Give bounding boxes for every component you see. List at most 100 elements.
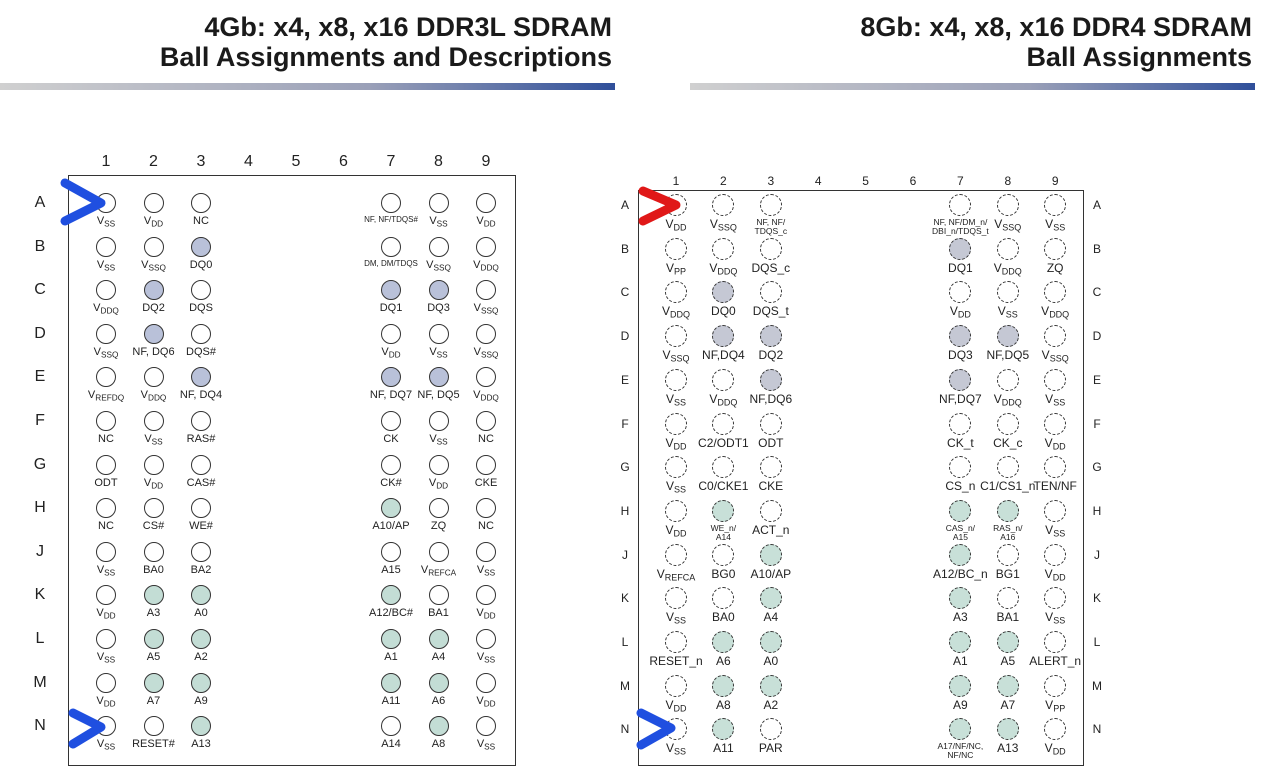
ball bbox=[143, 629, 164, 649]
ball bbox=[665, 543, 687, 566]
ball-label: VSSQ bbox=[473, 302, 499, 316]
column-number: 8 bbox=[1004, 174, 1012, 188]
ball bbox=[381, 498, 401, 519]
ball-label: VDDQ bbox=[661, 304, 690, 321]
ball bbox=[143, 280, 164, 301]
ball bbox=[428, 716, 449, 737]
ball bbox=[949, 194, 972, 216]
ball-label: A6 bbox=[716, 654, 731, 668]
ball-label: DQ2 bbox=[758, 348, 784, 363]
column-number: 4 bbox=[244, 153, 253, 170]
ball bbox=[476, 585, 496, 606]
ball bbox=[949, 718, 972, 741]
row-letter: N bbox=[34, 717, 46, 735]
row-letter: E bbox=[620, 372, 629, 387]
panel-title: 4Gb: x4, x8, x16 DDR3L SDRAM bbox=[204, 12, 612, 42]
column-number: 6 bbox=[339, 153, 348, 170]
row-letter: D bbox=[34, 324, 46, 342]
ball-label: NF, NF/DM_n/ DBI_n/TDQS_t bbox=[932, 217, 989, 236]
pointer-chevron bbox=[636, 708, 676, 750]
ball-label: A11 bbox=[713, 741, 734, 756]
ball bbox=[996, 499, 1019, 522]
ball bbox=[996, 412, 1019, 435]
ball bbox=[143, 367, 164, 388]
row-letter: C bbox=[1092, 285, 1102, 300]
ball bbox=[712, 456, 735, 479]
ball bbox=[665, 499, 687, 522]
ball bbox=[191, 454, 211, 475]
ball bbox=[143, 411, 164, 431]
ball bbox=[1044, 674, 1067, 697]
ball bbox=[96, 367, 116, 388]
ball bbox=[428, 541, 449, 562]
ball-label: ALERT_n bbox=[1029, 654, 1082, 668]
ball-label: A1 bbox=[384, 651, 398, 663]
ball-label: VDD bbox=[96, 607, 116, 621]
ball bbox=[191, 498, 211, 519]
row-letter: N bbox=[620, 722, 630, 737]
ball-label: A8 bbox=[431, 738, 446, 751]
ball bbox=[96, 454, 116, 475]
row-letter: G bbox=[33, 455, 47, 473]
ball bbox=[665, 412, 687, 435]
ball bbox=[381, 411, 401, 431]
ball-label: VSS bbox=[96, 258, 116, 273]
ball-label: NC bbox=[98, 520, 114, 533]
ball-label: VDD bbox=[1044, 566, 1066, 583]
ball-label: NF, DQ4 bbox=[179, 389, 223, 402]
row-letter: G bbox=[620, 460, 630, 475]
ball-label: VDDQ bbox=[993, 391, 1022, 408]
ball-label: A12/BC_n bbox=[933, 566, 988, 581]
ball-label: DQ0 bbox=[711, 304, 736, 319]
ball bbox=[996, 718, 1019, 741]
row-letter: G bbox=[1092, 460, 1102, 475]
ball-label: BG0 bbox=[711, 566, 736, 581]
ball bbox=[143, 236, 164, 257]
ball-label: CAS_n/ A15 bbox=[945, 522, 976, 542]
ball bbox=[96, 236, 116, 257]
pointer-chevron bbox=[638, 186, 681, 226]
ball bbox=[759, 631, 782, 653]
ball-label: A3 bbox=[146, 607, 161, 620]
ball bbox=[712, 718, 735, 741]
ball-label: VSSQ bbox=[141, 258, 166, 273]
ball bbox=[1044, 281, 1067, 304]
ball-label: NF,DQ7 bbox=[939, 391, 982, 406]
ball-label: NF, NF/ TDQS_c bbox=[754, 217, 788, 236]
package-outline bbox=[638, 190, 1084, 766]
ball-label: VDDQ bbox=[1041, 304, 1070, 321]
ball bbox=[1044, 325, 1067, 348]
ball bbox=[759, 194, 782, 216]
ball bbox=[191, 411, 211, 431]
row-letter: H bbox=[34, 499, 46, 517]
ball bbox=[949, 674, 972, 697]
ball bbox=[759, 456, 782, 479]
ball-label: VDDQ bbox=[93, 302, 119, 316]
panel-title: Ball Assignments and Descriptions bbox=[159, 42, 612, 72]
ball-label: VSSQ bbox=[473, 345, 499, 360]
ball bbox=[476, 541, 496, 562]
ball bbox=[191, 672, 211, 693]
row-letter: A bbox=[34, 194, 46, 211]
ball-label: A0 bbox=[194, 607, 208, 620]
ball bbox=[665, 281, 687, 304]
ball bbox=[712, 543, 735, 566]
ball-label: VSSQ bbox=[93, 345, 119, 360]
ball bbox=[759, 281, 782, 304]
ball bbox=[143, 498, 164, 519]
ball bbox=[476, 193, 496, 213]
ball bbox=[191, 323, 211, 344]
ball bbox=[759, 674, 782, 697]
column-number: 5 bbox=[862, 174, 869, 188]
ball-label: VDD bbox=[949, 304, 971, 321]
ball bbox=[143, 193, 164, 213]
row-letter: M bbox=[620, 678, 630, 693]
ball-label: A4 bbox=[763, 610, 779, 625]
ball bbox=[428, 672, 449, 693]
ball bbox=[949, 237, 972, 260]
row-letter: M bbox=[33, 673, 47, 691]
row-letter: B bbox=[1092, 241, 1101, 256]
ball bbox=[191, 236, 211, 257]
ball bbox=[96, 323, 116, 344]
